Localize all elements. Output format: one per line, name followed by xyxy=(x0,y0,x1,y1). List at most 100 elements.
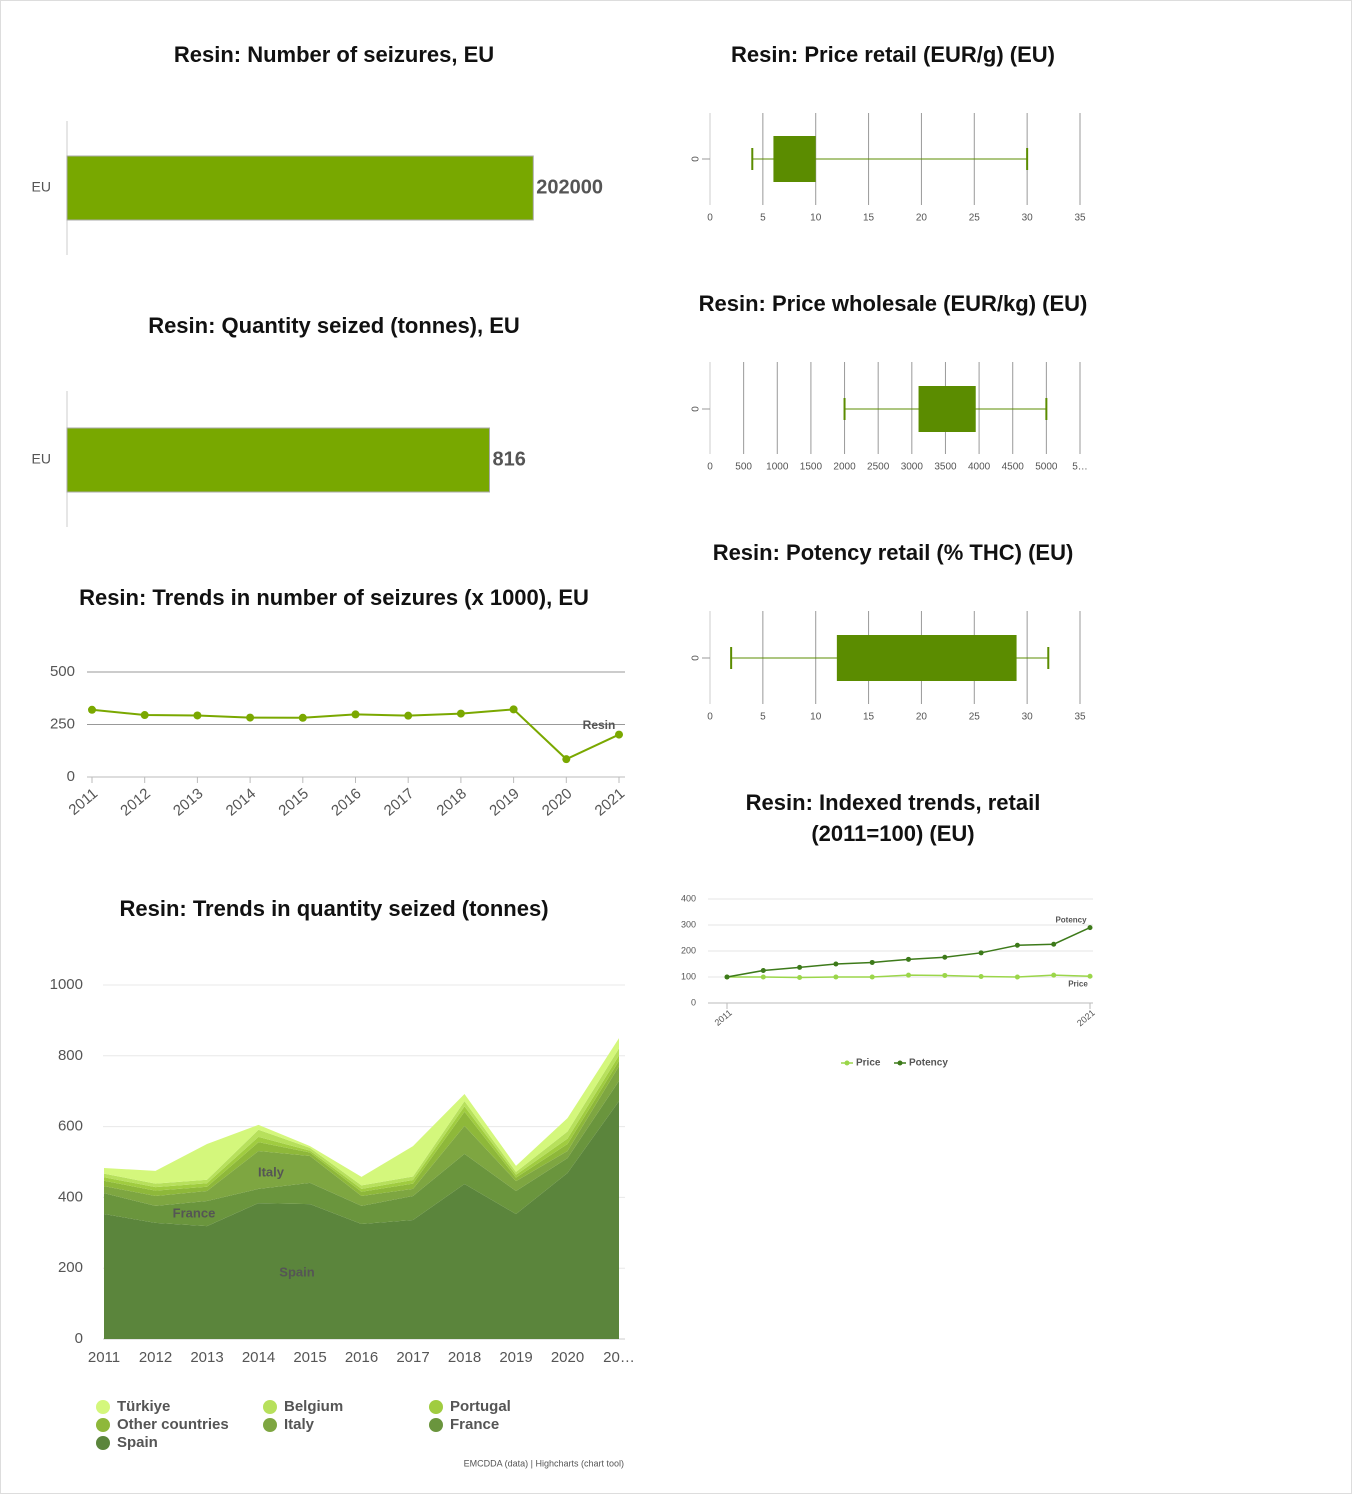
x-tick-label: 2015 xyxy=(293,1349,326,1366)
x-tick-label: 2019 xyxy=(486,785,522,819)
x-tick-label: 5000 xyxy=(1035,462,1058,473)
series-line xyxy=(726,926,1091,978)
x-tick-label: 1000 xyxy=(766,462,789,473)
legend-marker xyxy=(96,1418,110,1432)
x-tick-label: 5 xyxy=(760,712,766,723)
legend-marker xyxy=(897,1060,903,1066)
chart-title: Resin: Potency retail (% THC) (EU) xyxy=(712,540,1074,565)
chart-title: Resin: Quantity seized (tonnes), EU xyxy=(148,313,520,338)
y-tick-label: 200 xyxy=(681,945,696,955)
area-label: France xyxy=(173,1205,216,1220)
x-tick-label: 2011 xyxy=(713,1008,734,1028)
legend-marker xyxy=(429,1400,443,1414)
legend-label: Italy xyxy=(284,1416,315,1433)
legend-label: Portugal xyxy=(450,1398,511,1415)
point xyxy=(246,713,255,722)
point xyxy=(404,711,413,720)
data-label: 816 xyxy=(492,448,525,470)
x-tick-label: 2021 xyxy=(1075,1008,1097,1029)
point xyxy=(833,961,839,967)
x-tick-label: 2014 xyxy=(242,1349,275,1366)
legend-label: Other countries xyxy=(117,1416,229,1433)
box xyxy=(836,635,1017,681)
x-tick-label: 2013 xyxy=(190,1349,223,1366)
x-tick-label: 20… xyxy=(603,1349,635,1366)
x-tick-label: 5… xyxy=(1072,462,1088,473)
point xyxy=(1014,942,1020,948)
chart-title: Resin: Price retail (EUR/g) (EU) xyxy=(731,42,1055,67)
series-label: Price xyxy=(1068,979,1088,988)
point xyxy=(1051,972,1057,978)
x-tick-label: 30 xyxy=(1022,213,1034,224)
x-tick-label: 2020 xyxy=(539,785,575,819)
x-tick-label: 0 xyxy=(707,213,713,224)
x-tick-label: 20 xyxy=(916,213,928,224)
y-tick-label: 0 xyxy=(691,997,696,1007)
x-tick-label: 2011 xyxy=(65,785,101,819)
x-tick-label: 25 xyxy=(969,712,981,723)
x-tick-label: 10 xyxy=(810,213,822,224)
x-tick-label: 2016 xyxy=(345,1349,378,1366)
x-tick-label: 500 xyxy=(735,462,752,473)
area xyxy=(104,1066,619,1206)
x-tick-label: 2014 xyxy=(223,785,259,819)
credits: EMCDDA (data) | Highcharts (chart tool) xyxy=(464,1458,624,1468)
point xyxy=(456,709,465,718)
x-tick-label: 0 xyxy=(707,462,713,473)
point xyxy=(978,973,984,979)
x-tick-label: 2011 xyxy=(88,1349,120,1366)
point xyxy=(509,705,518,714)
y-tick-label: 0 xyxy=(67,768,75,785)
point xyxy=(724,974,730,980)
y-tick-label: 500 xyxy=(50,663,75,680)
point xyxy=(562,755,571,764)
point xyxy=(869,959,875,965)
legend-marker xyxy=(96,1400,110,1414)
point xyxy=(193,711,202,720)
x-tick-label: 4500 xyxy=(1002,462,1025,473)
area xyxy=(104,1080,619,1227)
point xyxy=(1087,973,1093,979)
point xyxy=(88,705,96,714)
x-tick-label: 3500 xyxy=(934,462,957,473)
legend-label: Spain xyxy=(117,1434,158,1451)
series-label: Potency xyxy=(1055,916,1087,925)
y-tick-label: 1000 xyxy=(50,976,83,993)
x-tick-label: 2000 xyxy=(833,462,856,473)
category-label: EU xyxy=(32,179,51,195)
category-label: 0 xyxy=(688,156,699,162)
category-label: EU xyxy=(32,451,51,467)
area xyxy=(104,1101,619,1339)
box xyxy=(918,386,976,432)
chart-title: Resin: Indexed trends, retail (2011=100)… xyxy=(745,790,1041,846)
point xyxy=(1087,925,1093,931)
data-label: 202000 xyxy=(536,176,603,198)
legend-marker xyxy=(263,1400,277,1414)
point xyxy=(797,975,803,981)
chart-title: Resin: Trends in quantity seized (tonnes… xyxy=(119,896,549,921)
bar xyxy=(66,427,490,493)
point xyxy=(760,974,766,980)
point xyxy=(797,964,803,970)
x-tick-label: 2015 xyxy=(275,785,311,819)
legend-label: Potency xyxy=(909,1058,948,1069)
point xyxy=(869,974,875,980)
legend-marker xyxy=(844,1060,850,1066)
x-tick-label: 2016 xyxy=(328,785,364,819)
y-tick-label: 600 xyxy=(58,1118,83,1135)
legend-marker xyxy=(96,1436,110,1450)
area xyxy=(104,1038,619,1186)
box xyxy=(773,136,816,182)
x-tick-label: 35 xyxy=(1074,213,1086,224)
x-tick-label: 2012 xyxy=(139,1349,172,1366)
x-tick-label: 20 xyxy=(916,712,928,723)
category-label: 0 xyxy=(688,406,699,412)
x-tick-label: 0 xyxy=(707,712,713,723)
point xyxy=(906,972,911,978)
point xyxy=(615,730,623,739)
x-tick-label: 5 xyxy=(760,213,766,224)
area-label: Italy xyxy=(258,1164,285,1179)
x-tick-label: 35 xyxy=(1074,712,1086,723)
x-tick-label: 2012 xyxy=(117,785,153,819)
